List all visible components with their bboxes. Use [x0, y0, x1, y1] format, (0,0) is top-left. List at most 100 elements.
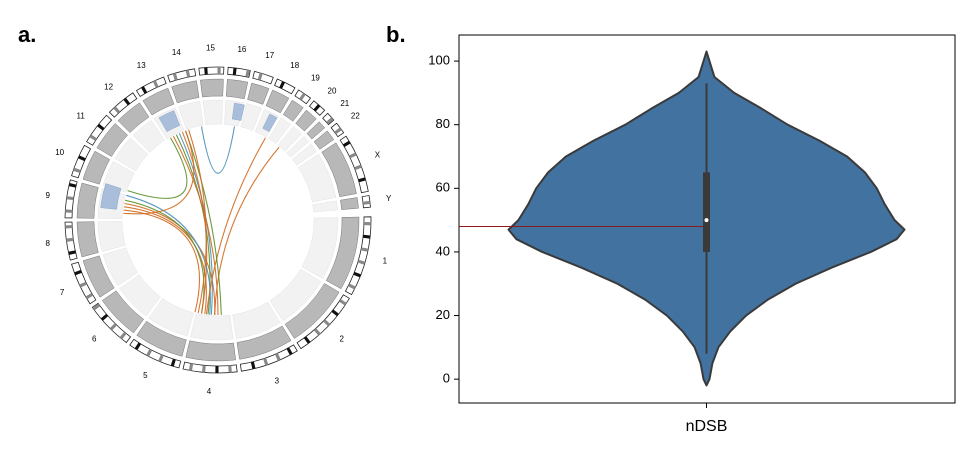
ideogram-band: [358, 177, 366, 183]
tick-track: [76, 221, 99, 258]
ideogram-band: [360, 247, 369, 252]
ideogram-band: [73, 167, 81, 173]
data-track: [119, 274, 161, 317]
tick-track: [142, 87, 175, 116]
ideogram-band: [263, 357, 269, 366]
ideogram-band: [353, 271, 362, 278]
ideogram-band: [66, 237, 74, 242]
ideogram-band: [188, 363, 194, 371]
data-track: [240, 103, 262, 131]
ideogram-band: [185, 69, 191, 78]
ideogram-band: [113, 106, 121, 114]
tick-track: [101, 290, 145, 334]
y-tick-label: 40: [436, 243, 450, 258]
data-track: [269, 268, 322, 322]
tick-track: [321, 142, 357, 198]
ideogram-band: [202, 365, 206, 373]
link: [124, 199, 205, 314]
tick-track: [306, 121, 326, 140]
chromosome-label: 2: [339, 335, 344, 344]
data-track: [286, 135, 310, 158]
tick-track: [295, 109, 317, 132]
ideogram-band: [348, 283, 356, 290]
chromosome-label: 12: [104, 82, 113, 91]
chromosome-label: 1: [383, 257, 388, 266]
ideogram-band: [66, 196, 74, 201]
chromosome-label: 9: [45, 191, 50, 200]
ideogram-band: [170, 358, 176, 367]
chromosome-label: 4: [207, 387, 212, 396]
ideogram-band: [109, 323, 117, 331]
tick-track: [82, 255, 115, 298]
chromosome-label: 17: [265, 51, 274, 60]
ideogram-band: [123, 97, 131, 106]
ideogram-band: [342, 140, 351, 147]
ideogram-band: [257, 72, 263, 81]
ideogram-band: [65, 209, 73, 213]
ideogram-band: [348, 152, 357, 159]
data-track: [132, 119, 165, 153]
ideogram-band: [326, 117, 334, 125]
data-track: [114, 137, 149, 172]
ideogram-band: [275, 353, 281, 361]
ideogram-band: [78, 155, 86, 162]
link: [127, 137, 188, 199]
ideogram-band: [286, 347, 293, 356]
link: [172, 135, 219, 316]
chromosome-label: Y: [386, 194, 392, 203]
chromosome-label: 16: [237, 45, 246, 54]
tick-track: [136, 320, 187, 357]
ideogram: [167, 68, 197, 83]
ideogram-band: [134, 342, 142, 351]
ideogram-band: [68, 182, 77, 188]
ideogram: [296, 294, 350, 350]
link: [123, 130, 195, 215]
ideogram-band: [89, 134, 97, 141]
ideogram: [274, 78, 296, 95]
tick-track: [325, 216, 360, 290]
track-bar: [231, 102, 245, 121]
ideogram-band: [303, 336, 311, 344]
ideogram-band: [146, 348, 153, 357]
ideogram: [129, 338, 182, 369]
ideogram-band: [313, 104, 321, 112]
box: [703, 172, 710, 252]
ideogram-band: [152, 80, 159, 88]
link: [200, 126, 236, 174]
ideogram-band: [100, 313, 109, 321]
chromosome-label: 8: [45, 239, 50, 248]
chromosome-label: 15: [206, 43, 215, 52]
chromosome-label: 22: [351, 112, 360, 121]
ideogram-band: [79, 281, 88, 288]
ideogram-band: [215, 365, 219, 373]
ideogram-band: [141, 86, 148, 94]
ideogram-band: [313, 328, 321, 336]
ideogram-band: [65, 225, 73, 229]
ideogram-band: [334, 127, 342, 135]
tick-track: [225, 79, 249, 100]
y-tick-label: 80: [436, 116, 450, 131]
link: [181, 131, 208, 314]
ideogram-band: [228, 365, 232, 373]
chromosome-label: 19: [311, 73, 320, 82]
y-tick-label: 0: [443, 371, 450, 386]
x-tick-label: nDSB: [686, 418, 728, 435]
link: [126, 194, 211, 315]
ideogram-band: [172, 72, 178, 81]
median: [704, 218, 709, 223]
tick-track: [284, 283, 340, 339]
panel-label: a.: [18, 22, 36, 47]
ideogram: [252, 70, 274, 85]
ideogram-band: [204, 67, 208, 75]
tick-track: [313, 130, 335, 150]
tick-track: [265, 89, 290, 114]
y-tick-label: 20: [436, 307, 450, 322]
ideogram-band: [362, 200, 371, 205]
data-track: [102, 247, 139, 287]
chromosome-label: 20: [328, 86, 337, 95]
ideogram-band: [339, 299, 347, 306]
tick-track: [200, 78, 224, 98]
chromosome-label: 18: [290, 61, 299, 70]
